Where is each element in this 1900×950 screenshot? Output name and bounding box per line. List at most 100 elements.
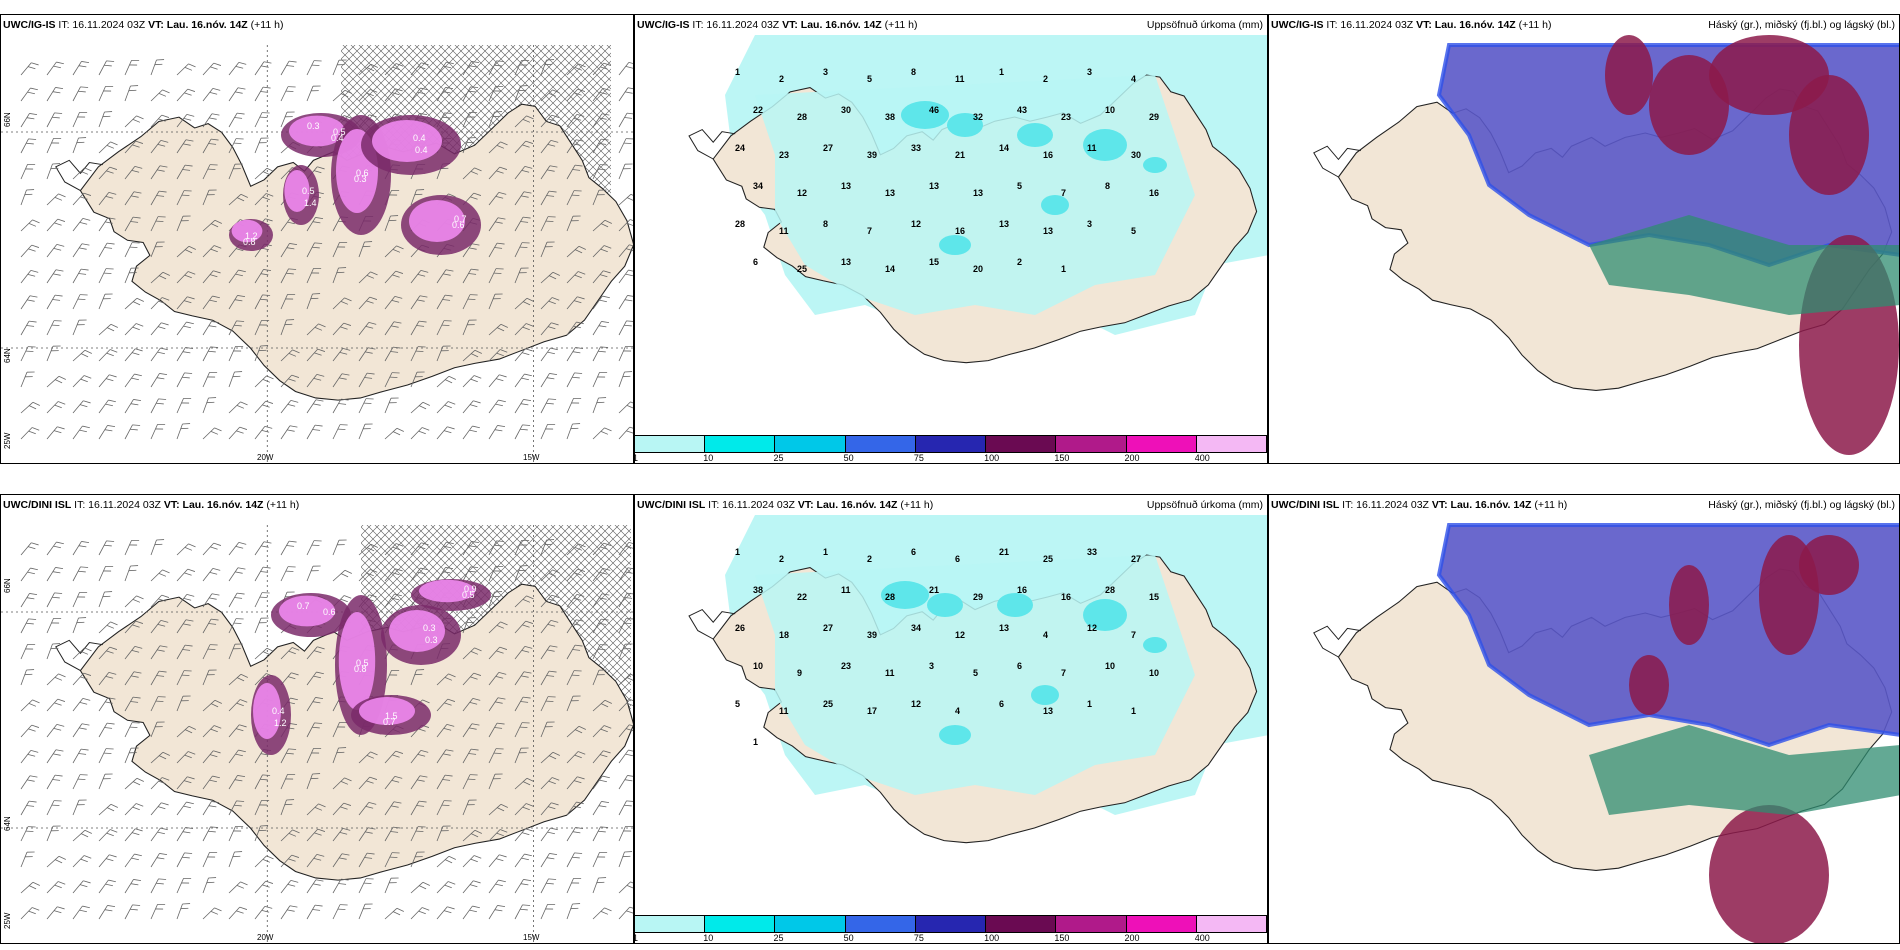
barb-flag [467,804,475,806]
barb-flag [181,220,189,222]
barb-flag [130,701,139,703]
wind-barb [436,401,456,414]
barb-flag [104,544,112,547]
barb-flag [209,644,218,646]
barb-staff [462,723,473,738]
barb-flag [188,725,196,730]
barb-flag [313,170,322,174]
wind-barb [488,217,506,232]
barb-flag [209,597,217,600]
barb-staff [46,749,57,764]
wind-barb [618,295,633,310]
barb-flag [159,373,168,375]
barb-flag [312,909,321,911]
barb-flag [26,622,34,625]
wind-barb [98,773,113,790]
barb-staff [384,398,392,414]
barb-flag [420,750,429,753]
barb-flag [337,908,346,910]
wind-barb [488,773,503,790]
barb-flag [58,855,66,860]
barb-flag [108,399,116,403]
barb-staff [254,167,268,180]
barb-flag [551,322,559,326]
barb-flag [30,270,39,273]
wind-barb [462,400,481,414]
barb-staff [592,852,600,868]
wind-barb [254,167,274,180]
barb-flag [109,166,118,170]
barb-flag [104,727,113,729]
barb-flag [79,884,88,888]
barb-staff [488,803,502,816]
barb-flag [573,877,582,879]
wind-barb [98,672,117,686]
wind-barb [202,725,222,738]
wind-barb [488,349,508,362]
colorbar-tick: 400 [1194,933,1210,943]
lon-label: 15W [523,453,540,462]
barb-staff [540,140,552,154]
barb-flag [598,143,607,145]
barb-flag [31,62,39,66]
barb-staff [566,776,578,790]
model-name: UWC/IG-IS [3,19,56,31]
wind-barb [410,371,425,388]
barb-staff [46,643,53,660]
barb-flag [158,598,166,602]
panel-header: UWC/IG-IS IT: 16.11.2024 03Z VT: Lau. 16… [1271,19,1551,31]
barb-flag [366,372,375,375]
barb-flag [522,904,531,906]
barb-flag [209,117,217,120]
barb-staff [228,269,239,284]
wind-barb [176,751,196,764]
wind-barb [98,697,116,712]
barb-flag [155,428,164,430]
wind-barb [254,617,269,634]
barb-flag [390,215,399,217]
barb-staff [618,401,631,414]
barb-staff [462,617,469,634]
wind-barb [514,747,529,764]
barb-flag [576,114,585,117]
barb-staff [176,644,186,660]
barb-flag [574,92,582,96]
barb-staff [124,140,137,154]
barb-flag [473,672,482,676]
wind-barb [618,163,633,180]
barb-staff [98,540,107,556]
barb-flag [493,90,502,92]
wind-barb [228,426,248,440]
lead-time: (+11 h) [1534,499,1568,511]
barb-flag [630,193,633,198]
barb-flag [418,800,427,803]
barb-flag [208,805,217,808]
mid-cloud-area [1709,805,1829,943]
wind-barb [566,423,581,440]
snow-area [359,697,415,725]
barb-flag [264,906,273,909]
barb-flag [106,624,115,629]
wind-barb [202,877,217,894]
barb-staff [280,349,293,362]
barb-flag [78,137,87,139]
barb-staff [592,568,604,582]
barb-flag [443,65,451,69]
barb-flag [105,565,114,567]
barb-flag [467,298,476,300]
barb-flag [525,323,534,327]
barb-staff [176,878,184,894]
barb-flag [79,294,88,296]
panel-header: UWC/IG-IS IT: 16.11.2024 03Z VT: Lau. 16… [637,19,917,31]
barb-flag [417,66,426,70]
wind-barb [150,271,170,284]
barb-flag [495,403,503,407]
mid-cloud-area [1649,55,1729,155]
wind-barb [358,63,378,76]
barb-staff [176,63,189,76]
barb-flag [109,854,117,858]
barb-flag [209,299,217,303]
wind-barb [592,618,609,634]
barb-flag [625,65,633,69]
barb-staff [280,86,289,102]
